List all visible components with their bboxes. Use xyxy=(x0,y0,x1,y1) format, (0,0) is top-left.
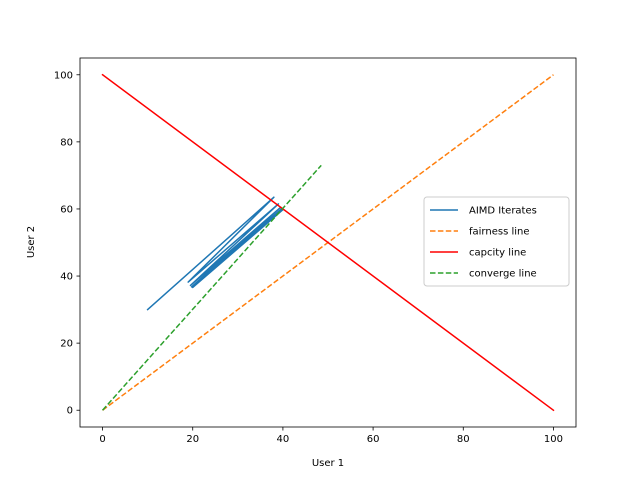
legend-items: AIMD Iterates fairness line capcity line co… xyxy=(430,206,537,280)
x-tick-label: 60 xyxy=(367,434,380,445)
plot-frame xyxy=(79,57,577,428)
y-tick-label: 40 xyxy=(60,272,73,283)
series-line-aimd-iterates xyxy=(146,196,284,311)
series-line-converge-line xyxy=(101,164,322,411)
x-axis: 0 20 40 60 80 100 xyxy=(99,427,563,445)
x-tick-label: 80 xyxy=(457,434,470,445)
legend: AIMD Iterates fairness line capcity line co… xyxy=(423,196,570,287)
series-line-capcity-line xyxy=(101,73,555,412)
y-tick-label: 20 xyxy=(60,339,73,350)
series-layer xyxy=(101,73,555,412)
x-tick-label: 100 xyxy=(544,434,563,445)
legend-box xyxy=(423,196,570,287)
y-tick-label: 80 xyxy=(60,137,73,148)
x-tick-label: 40 xyxy=(277,434,290,445)
x-tick-label: 0 xyxy=(99,434,105,445)
legend-label-fairness-line: fairness line xyxy=(469,227,530,238)
y-axis-label: User 2 xyxy=(26,226,37,258)
y-tick-label: 60 xyxy=(60,204,73,215)
legend-label-capcity-line: capcity line xyxy=(469,248,526,259)
y-tick-label: 100 xyxy=(54,70,73,81)
y-tick-label: 0 xyxy=(67,406,73,417)
x-axis-label: User 1 xyxy=(312,458,344,469)
legend-label-aimd-iterates: AIMD Iterates xyxy=(469,206,537,217)
x-tick-label: 20 xyxy=(186,434,199,445)
legend-label-converge-line: converge line xyxy=(469,269,537,280)
y-axis: 0 20 40 60 80 100 xyxy=(54,70,80,417)
